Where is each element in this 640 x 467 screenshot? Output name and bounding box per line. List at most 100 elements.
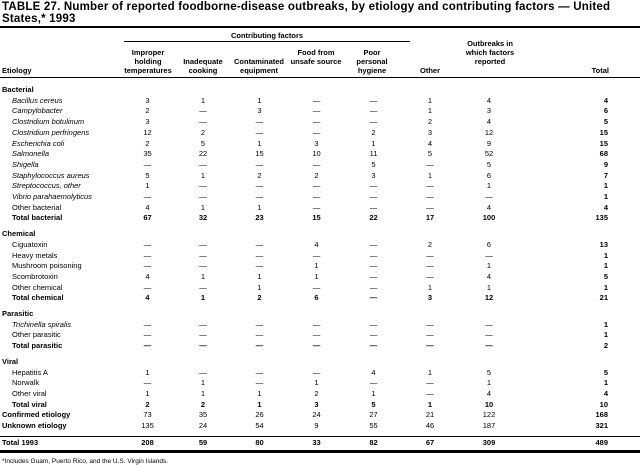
row-label-cell: Ciguatoxin [0, 240, 120, 251]
cell: 26 [255, 410, 264, 420]
footnote: *Includes Guam, Puerto Rico, and the U.S… [2, 458, 169, 465]
cell: — [199, 367, 207, 377]
cell: 21 [599, 293, 608, 303]
cell: 1 [200, 388, 206, 398]
cell: 4 [603, 388, 608, 398]
cell: 5 [371, 399, 376, 409]
cell: — [255, 159, 264, 169]
cell: 2 [200, 399, 206, 409]
table-row: Other viral 1 1 1 2 1 — 4 4 [0, 389, 610, 400]
title-rule [0, 26, 640, 28]
row-label: Hepatitis A [12, 367, 48, 377]
cell: 5 [200, 138, 206, 148]
cell: — [255, 181, 264, 191]
row-label: Vibrio parahaemolyticus [12, 192, 92, 202]
table-row: Salmonella 35 22 15 10 11 5 52 68 [0, 149, 610, 160]
cell: 208 [141, 437, 154, 447]
cell: 187 [482, 421, 496, 431]
cell: 2 [145, 399, 150, 409]
cell: — [426, 250, 434, 260]
row-label-cell: Scombrotoxin [0, 272, 120, 283]
cell: 1 [427, 399, 433, 409]
cell: — [426, 378, 434, 388]
cell: 24 [198, 421, 208, 431]
cell: 68 [599, 149, 608, 159]
cell: — [312, 250, 321, 260]
row-label-cell: Other bacterial [0, 203, 120, 214]
table-row: Other parasitic — — — — — — — 1 [0, 330, 610, 341]
table-row: Campylobacter 2 — 3 — — 1 3 6 [0, 106, 610, 117]
cell: — [143, 239, 152, 249]
table-row: Heavy metals — — — — — — — 1 [0, 251, 610, 262]
cell: 10 [484, 399, 494, 409]
cell: 5 [486, 159, 492, 169]
cell: 1 [257, 282, 262, 292]
cell: 59 [198, 437, 208, 447]
cell: — [199, 341, 207, 351]
cell: 73 [143, 410, 152, 420]
row-label: Total parasitic [12, 341, 63, 351]
cell: — [485, 250, 493, 260]
cell: 11 [369, 149, 378, 159]
row-label: Other chemical [12, 282, 63, 292]
cell: 5 [427, 149, 433, 159]
header-inadequate-cooking: Inadequate cooking [183, 57, 223, 75]
cell: 23 [255, 213, 264, 223]
cell: 10 [312, 149, 321, 159]
header-contributing-factors: Contributing factors [230, 31, 304, 40]
row-label-cell: Total bacterial [0, 213, 120, 224]
header-other: Other [419, 66, 440, 75]
cell: 321 [595, 421, 608, 431]
cell: — [369, 181, 378, 191]
total-row: Total bacterial 67 32 23 15 22 17 100 135 [0, 213, 610, 224]
cell: — [199, 250, 207, 260]
cell: 1 [486, 261, 492, 271]
cell: 1 [145, 367, 150, 377]
cell: — [369, 261, 378, 271]
cell: — [485, 319, 493, 329]
cell: 17 [425, 213, 435, 223]
grand-total-rule [0, 436, 640, 437]
cell: — [199, 159, 207, 169]
header-rule [0, 77, 640, 78]
cell: — [312, 106, 321, 116]
cell: — [199, 330, 207, 340]
cell: 1 [427, 95, 433, 105]
cell: 13 [599, 239, 608, 249]
row-label: Bacillus cereus [12, 95, 63, 105]
cell: — [143, 159, 152, 169]
cell: 1 [314, 261, 319, 271]
cell: — [369, 95, 378, 105]
cell: 5 [603, 117, 608, 127]
cell: — [369, 330, 378, 340]
row-label-cell: Campylobacter [0, 106, 120, 117]
cell: 80 [255, 437, 264, 447]
cell: — [369, 106, 378, 116]
row-label-cell: Salmonella [0, 149, 120, 160]
row-label-cell: Unknown etiology [0, 421, 120, 432]
row-label-cell: Confirmed etiology [0, 410, 120, 421]
cell: 1 [200, 170, 206, 180]
row-label-cell: Bacterial [0, 80, 120, 96]
table-row: Mushroom poisoning — — — 1 — — 1 1 [0, 261, 610, 272]
cell: — [369, 271, 378, 281]
group-header-row: Bacterial [0, 80, 610, 96]
cell: 1 [603, 282, 608, 292]
cell: 2 [427, 239, 433, 249]
row-label-cell: Total parasitic [0, 341, 120, 352]
total-row: Total chemical 4 1 2 6—3 12 21 [0, 293, 610, 304]
header-poor-hygiene: Poor personal hygiene [356, 48, 388, 75]
row-label: Total viral [12, 399, 47, 409]
cell: 12 [484, 127, 494, 137]
row-label-cell: Clostridium perfringens [0, 128, 120, 139]
cell: 3 [314, 138, 319, 148]
row-label-cell: Total viral [0, 400, 120, 411]
header-improper-holding: Improper holding temperatures [124, 48, 172, 75]
row-label: Chemical [2, 229, 36, 239]
cell: 55 [369, 421, 378, 431]
cell: — [369, 378, 378, 388]
cell: 2 [257, 293, 262, 303]
table-row: Other chemical — — 1 — — 1 1 1 [0, 283, 610, 294]
cell: 2 [603, 341, 608, 351]
cell: — [369, 202, 378, 212]
